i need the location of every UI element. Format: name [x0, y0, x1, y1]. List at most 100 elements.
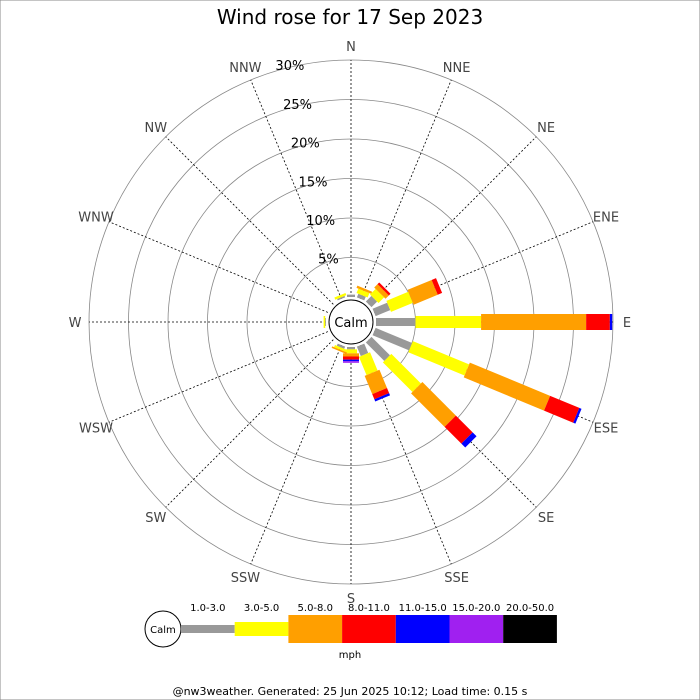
bar-segment-s-11.0-15.0 [343, 359, 359, 362]
bar-segment-sse-3.0-5.0 [358, 352, 378, 376]
spoke-wsw [108, 331, 329, 423]
footer-text: @nw3weather. Generated: 25 Jun 2025 10:1… [173, 685, 528, 698]
bar-segment-e-3.0-5.0 [415, 316, 482, 328]
percent-label-10: 10% [306, 214, 335, 229]
bar-nnw [334, 292, 347, 301]
legend-label-5.0-8.0: 5.0-8.0 [298, 603, 333, 614]
bar-se [365, 336, 477, 448]
legend-label-20.0-50.0: 20.0-50.0 [506, 603, 554, 614]
bar-segment-nne-1.0-3.0 [356, 293, 366, 301]
spoke-ssw [250, 344, 342, 565]
direction-label-ese: ESE [594, 422, 619, 437]
bar-segment-s-15.0-20.0 [343, 361, 359, 363]
spoke-ene [373, 221, 594, 313]
bar-segment-se-1.0-3.0 [365, 336, 390, 361]
bar-segment-se-8.0-11.0 [444, 415, 473, 444]
wind-bars [323, 278, 613, 448]
bar-s [343, 347, 359, 363]
calm-marker: Calm [328, 299, 374, 345]
bar-segment-ssw-3.0-5.0 [334, 344, 347, 352]
bar-segment-nnw-3.0-5.0 [334, 292, 347, 300]
chart-title: Wind rose for 17 Sep 2023 [217, 5, 483, 29]
bar-segment-ene-5.0-8.0 [407, 279, 438, 305]
bar-segment-ene-8.0-11.0 [431, 278, 443, 295]
legend-calm-label: Calm [150, 625, 176, 636]
calm-circle [328, 299, 374, 345]
calm-label: Calm [334, 316, 367, 331]
bar-segment-sse-11.0-15.0 [374, 393, 391, 402]
direction-label-nw: NW [145, 121, 168, 136]
bar-segment-e-1.0-3.0 [376, 318, 416, 326]
bar-ene [372, 278, 443, 317]
legend-label-8.0-11.0: 8.0-11.0 [348, 603, 390, 614]
bar-segment-ese-11.0-15.0 [573, 407, 582, 424]
legend-swatch-5.0-8.0 [288, 615, 343, 643]
percent-label-15: 15% [299, 175, 328, 190]
percent-labels: 5% 10% 15% 20% 25% 30% [275, 59, 338, 268]
bar-sse [356, 343, 391, 402]
bar-segment-ene-1.0-3.0 [372, 302, 391, 317]
direction-label-ne: NE [537, 121, 555, 136]
bar-segment-nne-3.0-5.0 [356, 288, 370, 298]
direction-label-w: W [69, 316, 82, 331]
bar-segment-s-3.0-5.0 [345, 349, 357, 354]
direction-label-sse: SSE [444, 571, 469, 586]
bar-segment-ene-3.0-5.0 [386, 291, 413, 312]
bar-ne [365, 282, 391, 308]
direction-label-e: E [623, 316, 631, 331]
direction-label-wsw: WSW [79, 422, 113, 437]
bar-segment-ssw-5.0-8.0 [331, 346, 348, 354]
bar-segment-ne-1.0-3.0 [365, 295, 378, 308]
bar-segment-ese-8.0-11.0 [544, 395, 580, 423]
percent-label-20: 20% [291, 137, 320, 152]
legend-swatch-8.0-11.0 [342, 615, 396, 643]
legend-label-15.0-20.0: 15.0-20.0 [452, 603, 500, 614]
bar-segment-s-8.0-11.0 [343, 356, 359, 360]
legend-swatch-1.0-3.0 [181, 625, 235, 633]
spoke-sse [360, 344, 452, 565]
bar-segment-s-5.0-8.0 [343, 353, 359, 357]
spoke-ne [368, 136, 537, 305]
bar-segment-ssw-1.0-3.0 [336, 343, 346, 349]
legend-unit: mph [339, 650, 361, 661]
spoke-nw [165, 136, 334, 305]
direction-label-wnw: WNW [78, 210, 114, 225]
spoke-nnw [250, 79, 342, 300]
spoke-nne [360, 79, 452, 300]
bar-segment-ese-1.0-3.0 [372, 327, 413, 351]
speed-legend: Calm 1.0-3.0 3.0-5.0 5.0-8.0 8.0-11.0 11.0-15… [144, 603, 557, 661]
legend-label-3.0-5.0: 3.0-5.0 [244, 603, 279, 614]
bar-segment-se-5.0-8.0 [411, 382, 456, 427]
bar-segment-e-5.0-8.0 [481, 314, 587, 330]
percent-label-25: 25% [283, 98, 312, 113]
bar-segment-sse-8.0-11.0 [372, 388, 390, 400]
bar-segment-ne-8.0-11.0 [377, 282, 391, 296]
bar-n [347, 294, 355, 297]
bar-segment-e-8.0-11.0 [586, 314, 610, 330]
legend-label-11.0-15.0: 11.0-15.0 [399, 603, 447, 614]
bar-segment-w-3.0-5.0 [323, 316, 326, 328]
direction-label-ene: ENE [593, 210, 619, 225]
bar-segment-nnw-1.0-3.0 [337, 295, 346, 301]
percent-label-5: 5% [318, 253, 339, 268]
spoke-se [368, 339, 537, 508]
bar-segment-ne-3.0-5.0 [370, 288, 385, 303]
bar-nne [356, 285, 373, 301]
direction-label-ssw: SSW [231, 571, 261, 586]
direction-label-sw: SW [145, 511, 166, 526]
direction-label-nne: NNE [443, 61, 471, 76]
direction-label-s: S [347, 592, 355, 607]
direction-label-nnw: NNW [229, 61, 261, 76]
bar-segment-sse-1.0-3.0 [356, 343, 369, 357]
bar-segment-s-1.0-3.0 [347, 347, 355, 350]
bar-segment-ese-3.0-5.0 [408, 341, 470, 376]
direction-label-se: SE [538, 511, 554, 526]
bar-ese [372, 327, 582, 424]
bar-segment-sse-5.0-8.0 [364, 369, 388, 395]
bar-e [376, 314, 613, 330]
legend-label-1.0-3.0: 1.0-3.0 [190, 603, 225, 614]
bar-segment-ese-5.0-8.0 [463, 362, 551, 411]
bar-segment-se-3.0-5.0 [382, 353, 421, 392]
bar-segment-e-11.0-15.0 [609, 314, 613, 330]
